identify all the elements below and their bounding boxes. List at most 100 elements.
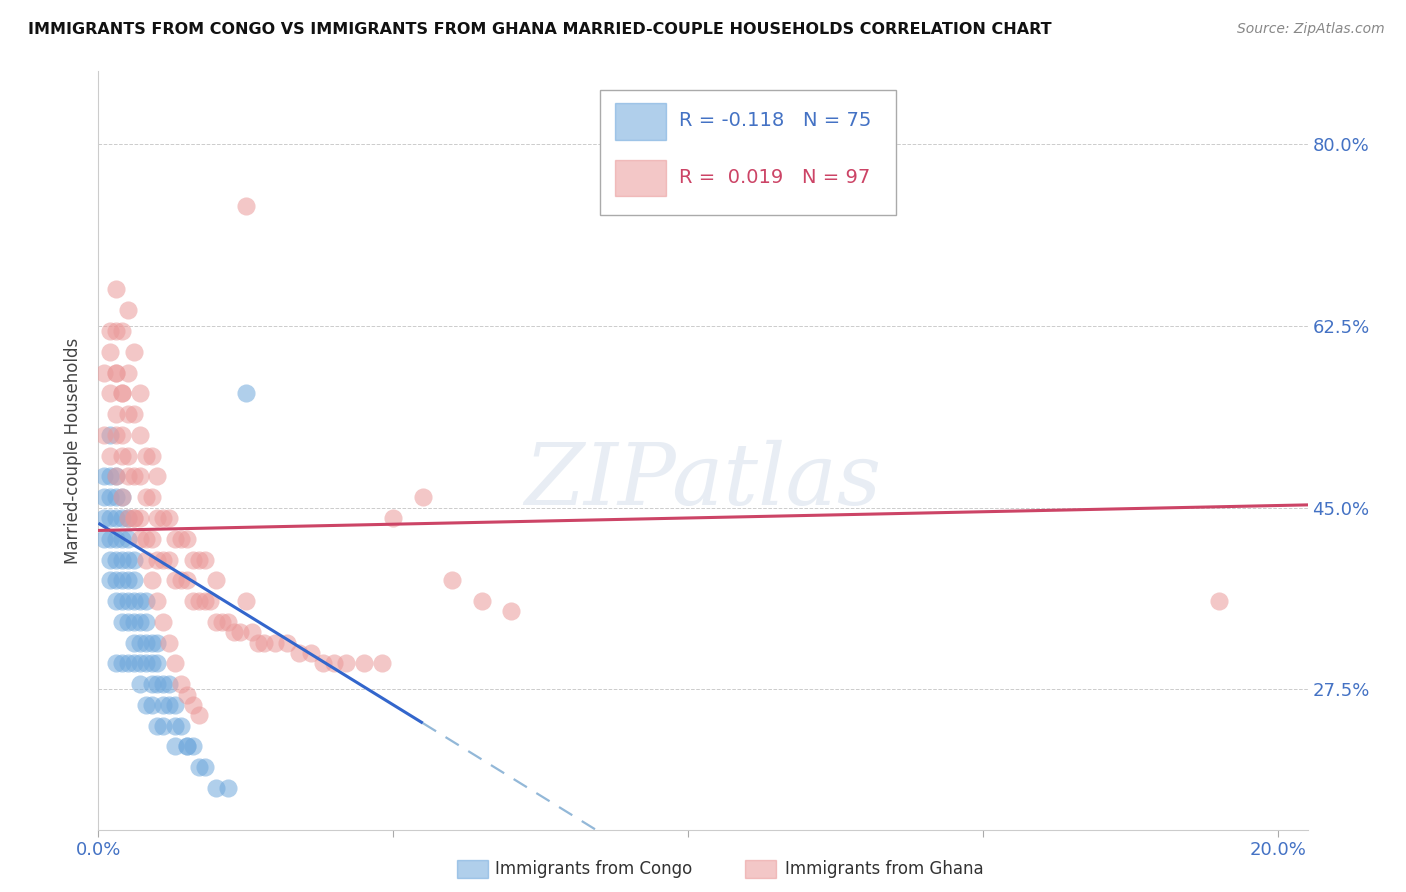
Point [122, 552, 145, 566]
Point [170, 719, 193, 733]
Point [229, 625, 252, 640]
Point [246, 635, 269, 649]
Point [98, 511, 121, 525]
Point [157, 552, 180, 566]
Point [98, 490, 121, 504]
Point [146, 552, 169, 566]
Point [105, 428, 128, 442]
Point [335, 657, 357, 671]
Point [152, 615, 174, 629]
Point [382, 511, 405, 525]
Point [122, 574, 145, 588]
Point [170, 574, 193, 588]
Point [141, 635, 163, 649]
Point [105, 552, 128, 566]
Point [205, 615, 228, 629]
Point [128, 657, 150, 671]
Point [93, 428, 115, 442]
Point [93, 532, 115, 546]
Point [111, 324, 134, 338]
Point [235, 594, 257, 608]
Point [370, 657, 392, 671]
Point [217, 615, 239, 629]
Point [111, 428, 134, 442]
Point [141, 449, 163, 463]
Point [141, 490, 163, 504]
Point [122, 511, 145, 525]
Point [176, 688, 198, 702]
Point [93, 511, 115, 525]
FancyBboxPatch shape [600, 90, 897, 216]
Point [111, 511, 134, 525]
Bar [614, 160, 665, 196]
Point [105, 324, 128, 338]
Point [122, 657, 145, 671]
Text: IMMIGRANTS FROM CONGO VS IMMIGRANTS FROM GHANA MARRIED-COUPLE HOUSEHOLDS CORRELA: IMMIGRANTS FROM CONGO VS IMMIGRANTS FROM… [28, 22, 1052, 37]
Point [471, 594, 494, 608]
Point [200, 594, 222, 608]
Point [117, 657, 139, 671]
Point [146, 511, 169, 525]
Point [165, 739, 187, 754]
Point [141, 657, 163, 671]
Point [194, 760, 217, 774]
Point [146, 594, 169, 608]
Point [288, 646, 311, 660]
Point [152, 552, 174, 566]
Point [105, 490, 128, 504]
Point [157, 511, 180, 525]
Point [1208, 594, 1230, 608]
Point [176, 574, 198, 588]
Point [117, 594, 139, 608]
Point [117, 615, 139, 629]
Text: ZIPatlas: ZIPatlas [524, 440, 882, 522]
Point [105, 511, 128, 525]
Point [141, 574, 163, 588]
Point [111, 449, 134, 463]
Point [117, 511, 139, 525]
Point [157, 677, 180, 691]
Point [165, 532, 187, 546]
Point [176, 532, 198, 546]
Point [111, 386, 134, 401]
Point [111, 490, 134, 504]
Point [128, 428, 150, 442]
Point [252, 635, 274, 649]
Point [240, 625, 263, 640]
Point [176, 739, 198, 754]
Point [111, 574, 134, 588]
Point [128, 615, 150, 629]
Point [152, 511, 174, 525]
Point [105, 594, 128, 608]
Point [93, 469, 115, 483]
Point [117, 574, 139, 588]
Point [105, 469, 128, 483]
Point [194, 552, 217, 566]
Point [122, 469, 145, 483]
Text: R = -0.118   N = 75: R = -0.118 N = 75 [679, 112, 872, 130]
Point [165, 698, 187, 712]
Point [205, 780, 228, 795]
Bar [614, 103, 665, 140]
Point [105, 407, 128, 421]
Point [152, 677, 174, 691]
Point [141, 698, 163, 712]
Point [98, 449, 121, 463]
Point [128, 594, 150, 608]
Point [152, 719, 174, 733]
Point [187, 760, 209, 774]
Point [105, 283, 128, 297]
Point [105, 366, 128, 380]
Point [165, 719, 187, 733]
Point [146, 635, 169, 649]
Point [135, 615, 157, 629]
Point [93, 366, 115, 380]
Point [122, 344, 145, 359]
Point [105, 532, 128, 546]
Point [211, 615, 233, 629]
Point [187, 594, 209, 608]
Point [122, 594, 145, 608]
Point [111, 386, 134, 401]
Point [105, 574, 128, 588]
Point [187, 708, 209, 723]
